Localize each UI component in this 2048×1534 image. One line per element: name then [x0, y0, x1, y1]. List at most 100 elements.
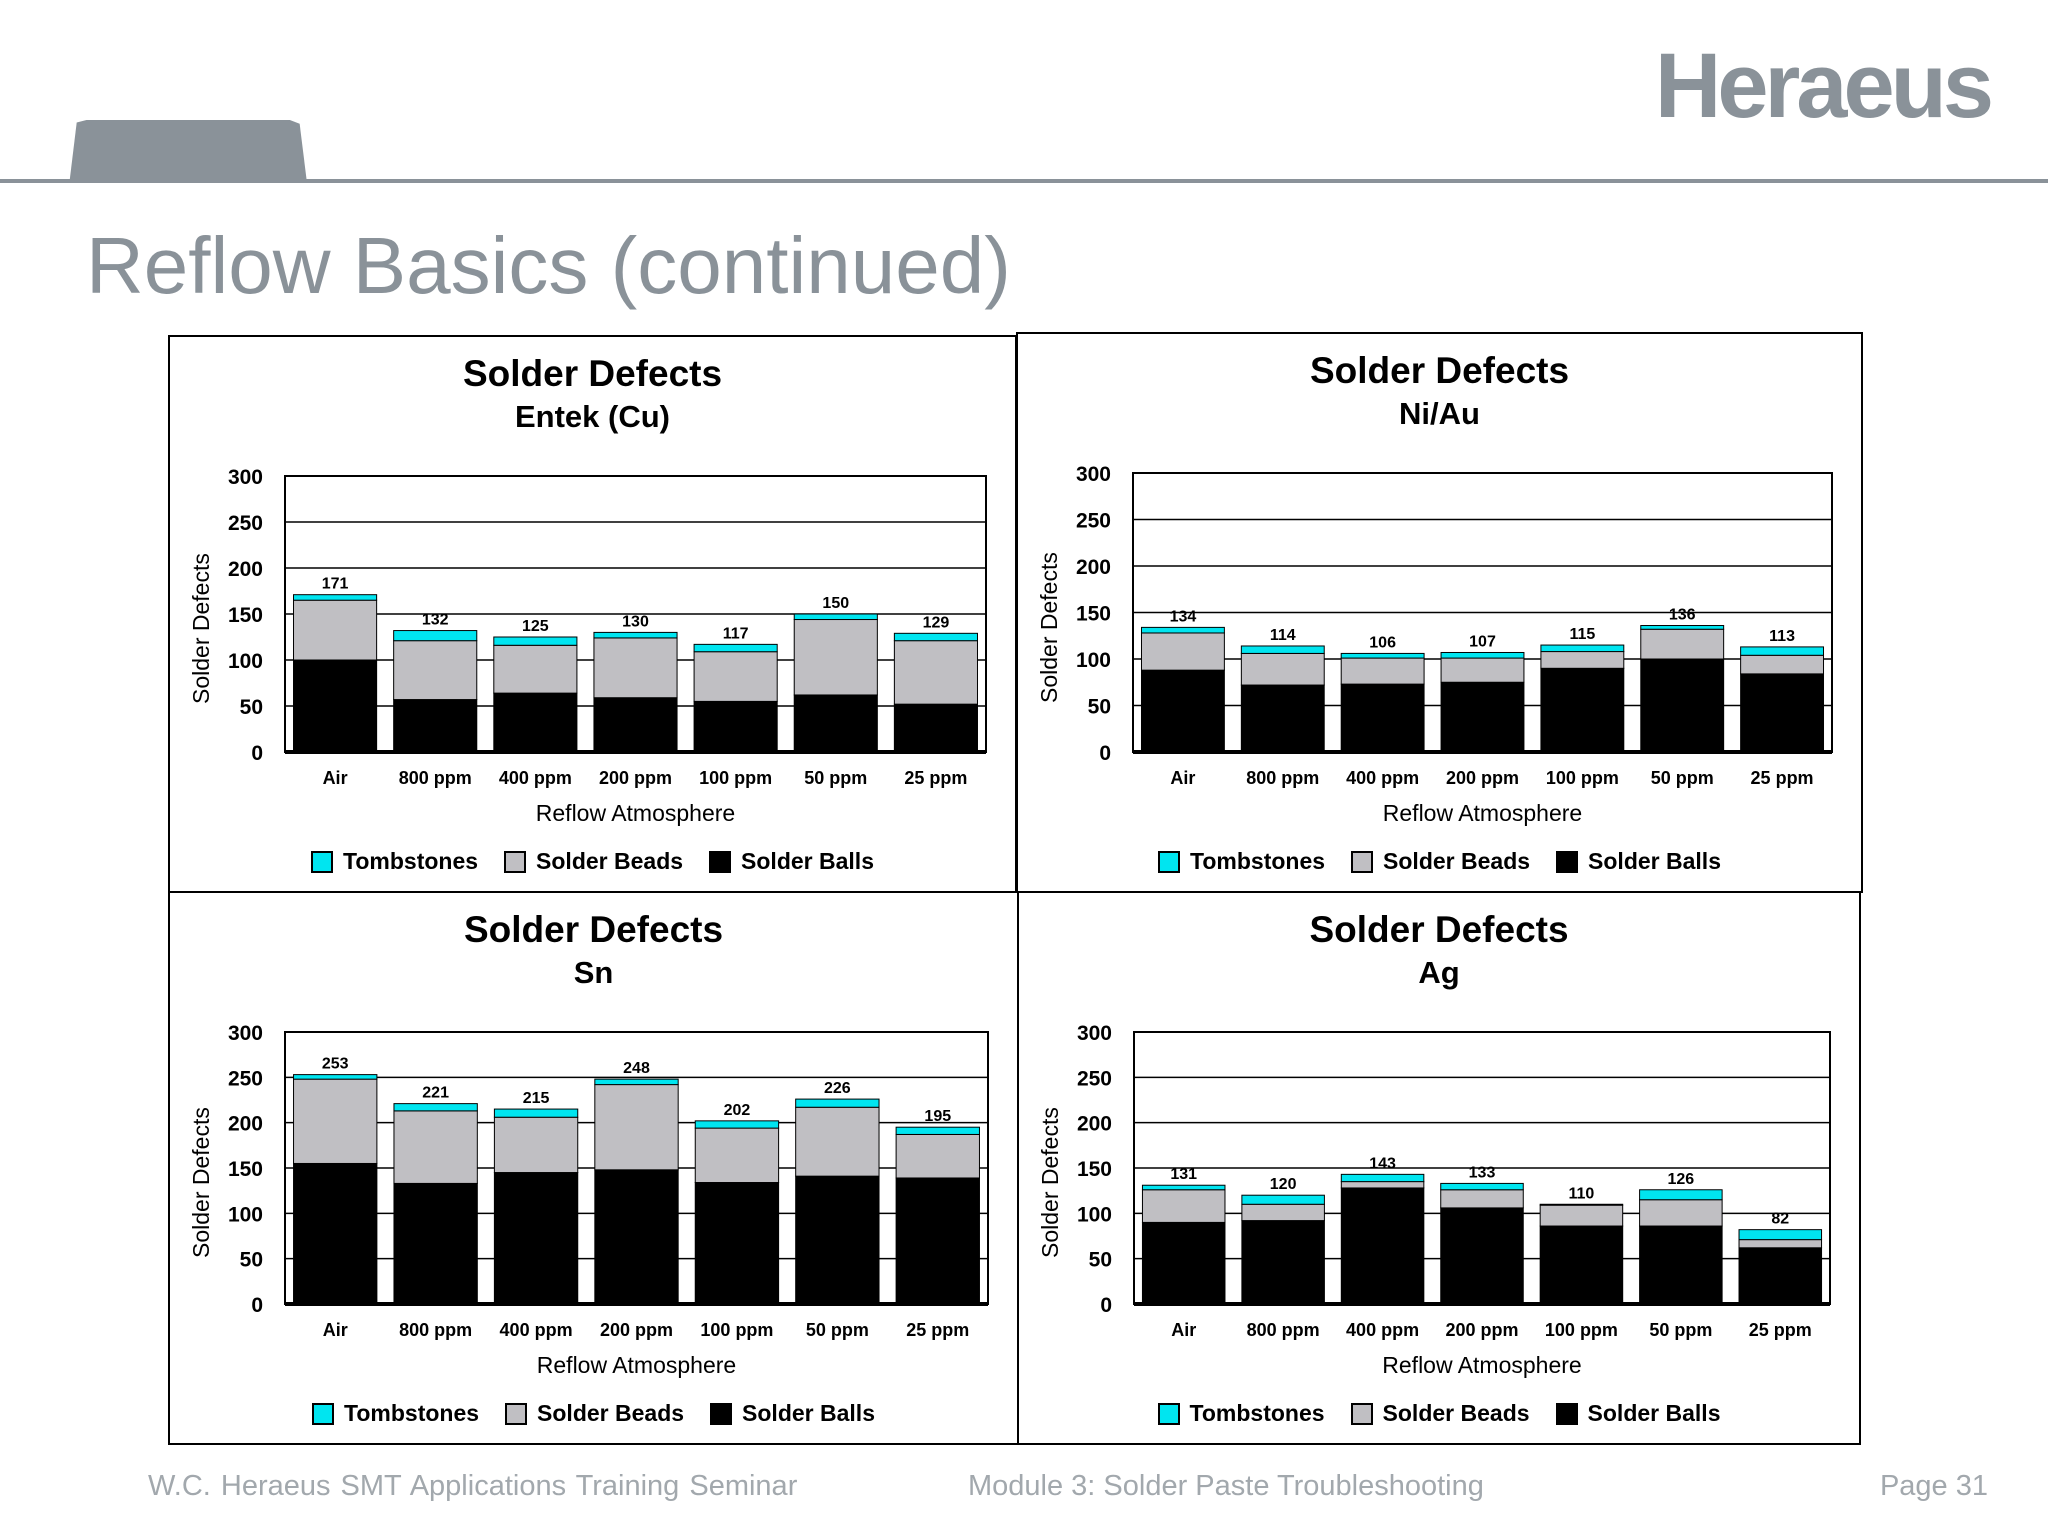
bar-segment-tombstones: [893, 632, 978, 642]
x-tick-label: 25 ppm: [1749, 1320, 1812, 1340]
legend-swatch: [710, 1402, 733, 1425]
bar-segment-solder-balls: [895, 1177, 980, 1305]
y-tick-label: 100: [1076, 649, 1111, 672]
legend-swatch: [1350, 1402, 1373, 1425]
x-tick-label: 100 ppm: [1545, 1320, 1618, 1340]
y-axis-label: Solder Defects: [1036, 551, 1062, 703]
y-tick-label: 150: [228, 604, 263, 627]
y-tick-label: 300: [228, 1022, 263, 1045]
bar-segment-solder-balls: [1440, 681, 1525, 753]
bar-segment-tombstones: [1738, 1229, 1823, 1241]
bar-segment-solder-beads: [593, 637, 678, 699]
y-tick-label: 200: [228, 558, 263, 581]
chart-subtitle: Ni/Au: [1399, 396, 1480, 431]
bar-segment-solder-balls: [594, 1169, 679, 1305]
bar-segment-solder-beads: [895, 1133, 980, 1179]
data-label: 130: [622, 613, 649, 630]
data-label: 133: [1469, 1164, 1496, 1181]
legend-item: Solder Beads: [505, 1400, 684, 1427]
bar-segment-solder-balls: [1340, 683, 1425, 753]
bar-segment-solder-balls: [1440, 1207, 1524, 1305]
legend-swatch: [504, 850, 527, 873]
y-tick-label: 250: [1076, 510, 1111, 533]
data-label: 248: [623, 1060, 650, 1077]
y-tick-label: 0: [1100, 1294, 1112, 1317]
x-tick-label: 200 ppm: [599, 768, 672, 788]
bar-segment-tombstones: [1340, 652, 1425, 659]
header-divider: [0, 179, 2048, 183]
bar-segment-solder-balls: [493, 692, 578, 753]
data-label: 110: [1569, 1185, 1595, 1202]
bar-segment-tombstones: [1440, 651, 1525, 659]
chart-panel: 0 50 100 150 200 250 300 131 Air 120 800 ppm 143 400…: [1017, 891, 1861, 1445]
data-label: 253: [322, 1056, 349, 1073]
legend-item: Tombstones: [1158, 848, 1325, 875]
bar-segment-solder-beads: [693, 651, 778, 702]
legend-label: Tombstones: [1190, 848, 1326, 874]
chart-panel: 0 50 100 150 200 250 300 134 Air 114 800 ppm 106 400…: [1016, 332, 1863, 893]
y-tick-label: 50: [240, 1249, 263, 1272]
slide-title: Reflow Basics (continued): [86, 221, 1011, 310]
bar-segment-solder-beads: [893, 640, 978, 705]
y-tick-label: 250: [228, 1067, 263, 1090]
header-tab: [69, 120, 307, 183]
legend-swatch: [505, 1402, 528, 1425]
bar-segment-tombstones: [1141, 1184, 1226, 1191]
bar-segment-tombstones: [1440, 1182, 1524, 1191]
x-axis-label: Reflow Atmosphere: [1382, 1352, 1582, 1378]
bar-segment-tombstones: [1539, 1203, 1624, 1206]
bar-segment-solder-beads: [293, 599, 378, 661]
bar-segment-solder-beads: [1540, 651, 1625, 669]
y-tick-label: 0: [251, 742, 263, 765]
chart-svg: 0 50 100 150 200 250 300 131 Air 120 800 ppm 143 400…: [1077, 1022, 1831, 1340]
chart-svg: 0 50 100 150 200 250 300 171 Air 132 800 ppm 125 400…: [228, 466, 987, 788]
x-tick-label: 100 ppm: [699, 768, 772, 788]
chart-panel: 0 50 100 150 200 250 300 171 Air 132 800 ppm 125 400…: [168, 335, 1017, 893]
x-tick-label: Air: [1170, 768, 1195, 788]
legend-label: Tombstones: [1189, 1400, 1325, 1426]
chart-title: Solder Defects: [1309, 350, 1570, 391]
bar-segment-solder-balls: [793, 694, 878, 753]
legend-label: Tombstones: [344, 1400, 480, 1426]
x-tick-label: 800 ppm: [399, 768, 472, 788]
brand-logo: Heraeus: [1654, 35, 1994, 137]
bar-segment-solder-balls: [1141, 1221, 1226, 1305]
bar-segment-tombstones: [1740, 646, 1825, 656]
x-tick-label: 200 ppm: [1446, 768, 1519, 788]
y-axis-label: Solder Defects: [1037, 1107, 1063, 1258]
bar-segment-solder-beads: [694, 1127, 780, 1184]
bar-segment-solder-beads: [493, 644, 578, 694]
data-label: 120: [1270, 1176, 1297, 1193]
chart-panel: 0 50 100 150 200 250 300 253 Air 221 800 ppm 215 400…: [168, 891, 1019, 1445]
bar-segment-solder-balls: [1140, 669, 1225, 753]
x-tick-label: 200 ppm: [1445, 1320, 1518, 1340]
data-label: 106: [1369, 634, 1396, 651]
y-tick-label: 150: [228, 1158, 263, 1181]
x-tick-label: 100 ppm: [700, 1320, 773, 1340]
x-tick-label: 50 ppm: [1651, 768, 1714, 788]
data-label: 202: [724, 1102, 751, 1119]
x-tick-label: 400 ppm: [1346, 768, 1419, 788]
y-axis-label: Solder Defects: [188, 553, 214, 704]
legend-label: Solder Beads: [1383, 848, 1531, 874]
bar-segment-tombstones: [594, 1078, 679, 1086]
footer-left: W.C. Heraeus SMT Applications Training S…: [148, 1470, 798, 1502]
bar-segment-solder-beads: [393, 640, 478, 701]
page-number: Page 31: [1879, 1470, 1988, 1502]
x-tick-label: Air: [323, 768, 348, 788]
legend-label: Solder Beads: [536, 848, 684, 874]
bar-segment-tombstones: [1340, 1173, 1425, 1183]
y-tick-label: 250: [228, 512, 263, 535]
x-tick-label: 100 ppm: [1546, 768, 1619, 788]
bar-segment-tombstones: [1640, 625, 1725, 630]
data-label: 226: [824, 1080, 851, 1097]
data-label: 82: [1771, 1211, 1789, 1228]
bar-segment-solder-beads: [393, 1110, 478, 1184]
bar-segment-tombstones: [895, 1126, 980, 1135]
bar-segment-solder-beads: [1340, 657, 1425, 685]
x-tick-label: 400 ppm: [499, 768, 572, 788]
legend-swatch: [1157, 1402, 1180, 1425]
legend-swatch: [1556, 850, 1579, 873]
x-tick-label: 25 ppm: [906, 1320, 969, 1340]
legend-label: Solder Beads: [537, 1400, 685, 1426]
